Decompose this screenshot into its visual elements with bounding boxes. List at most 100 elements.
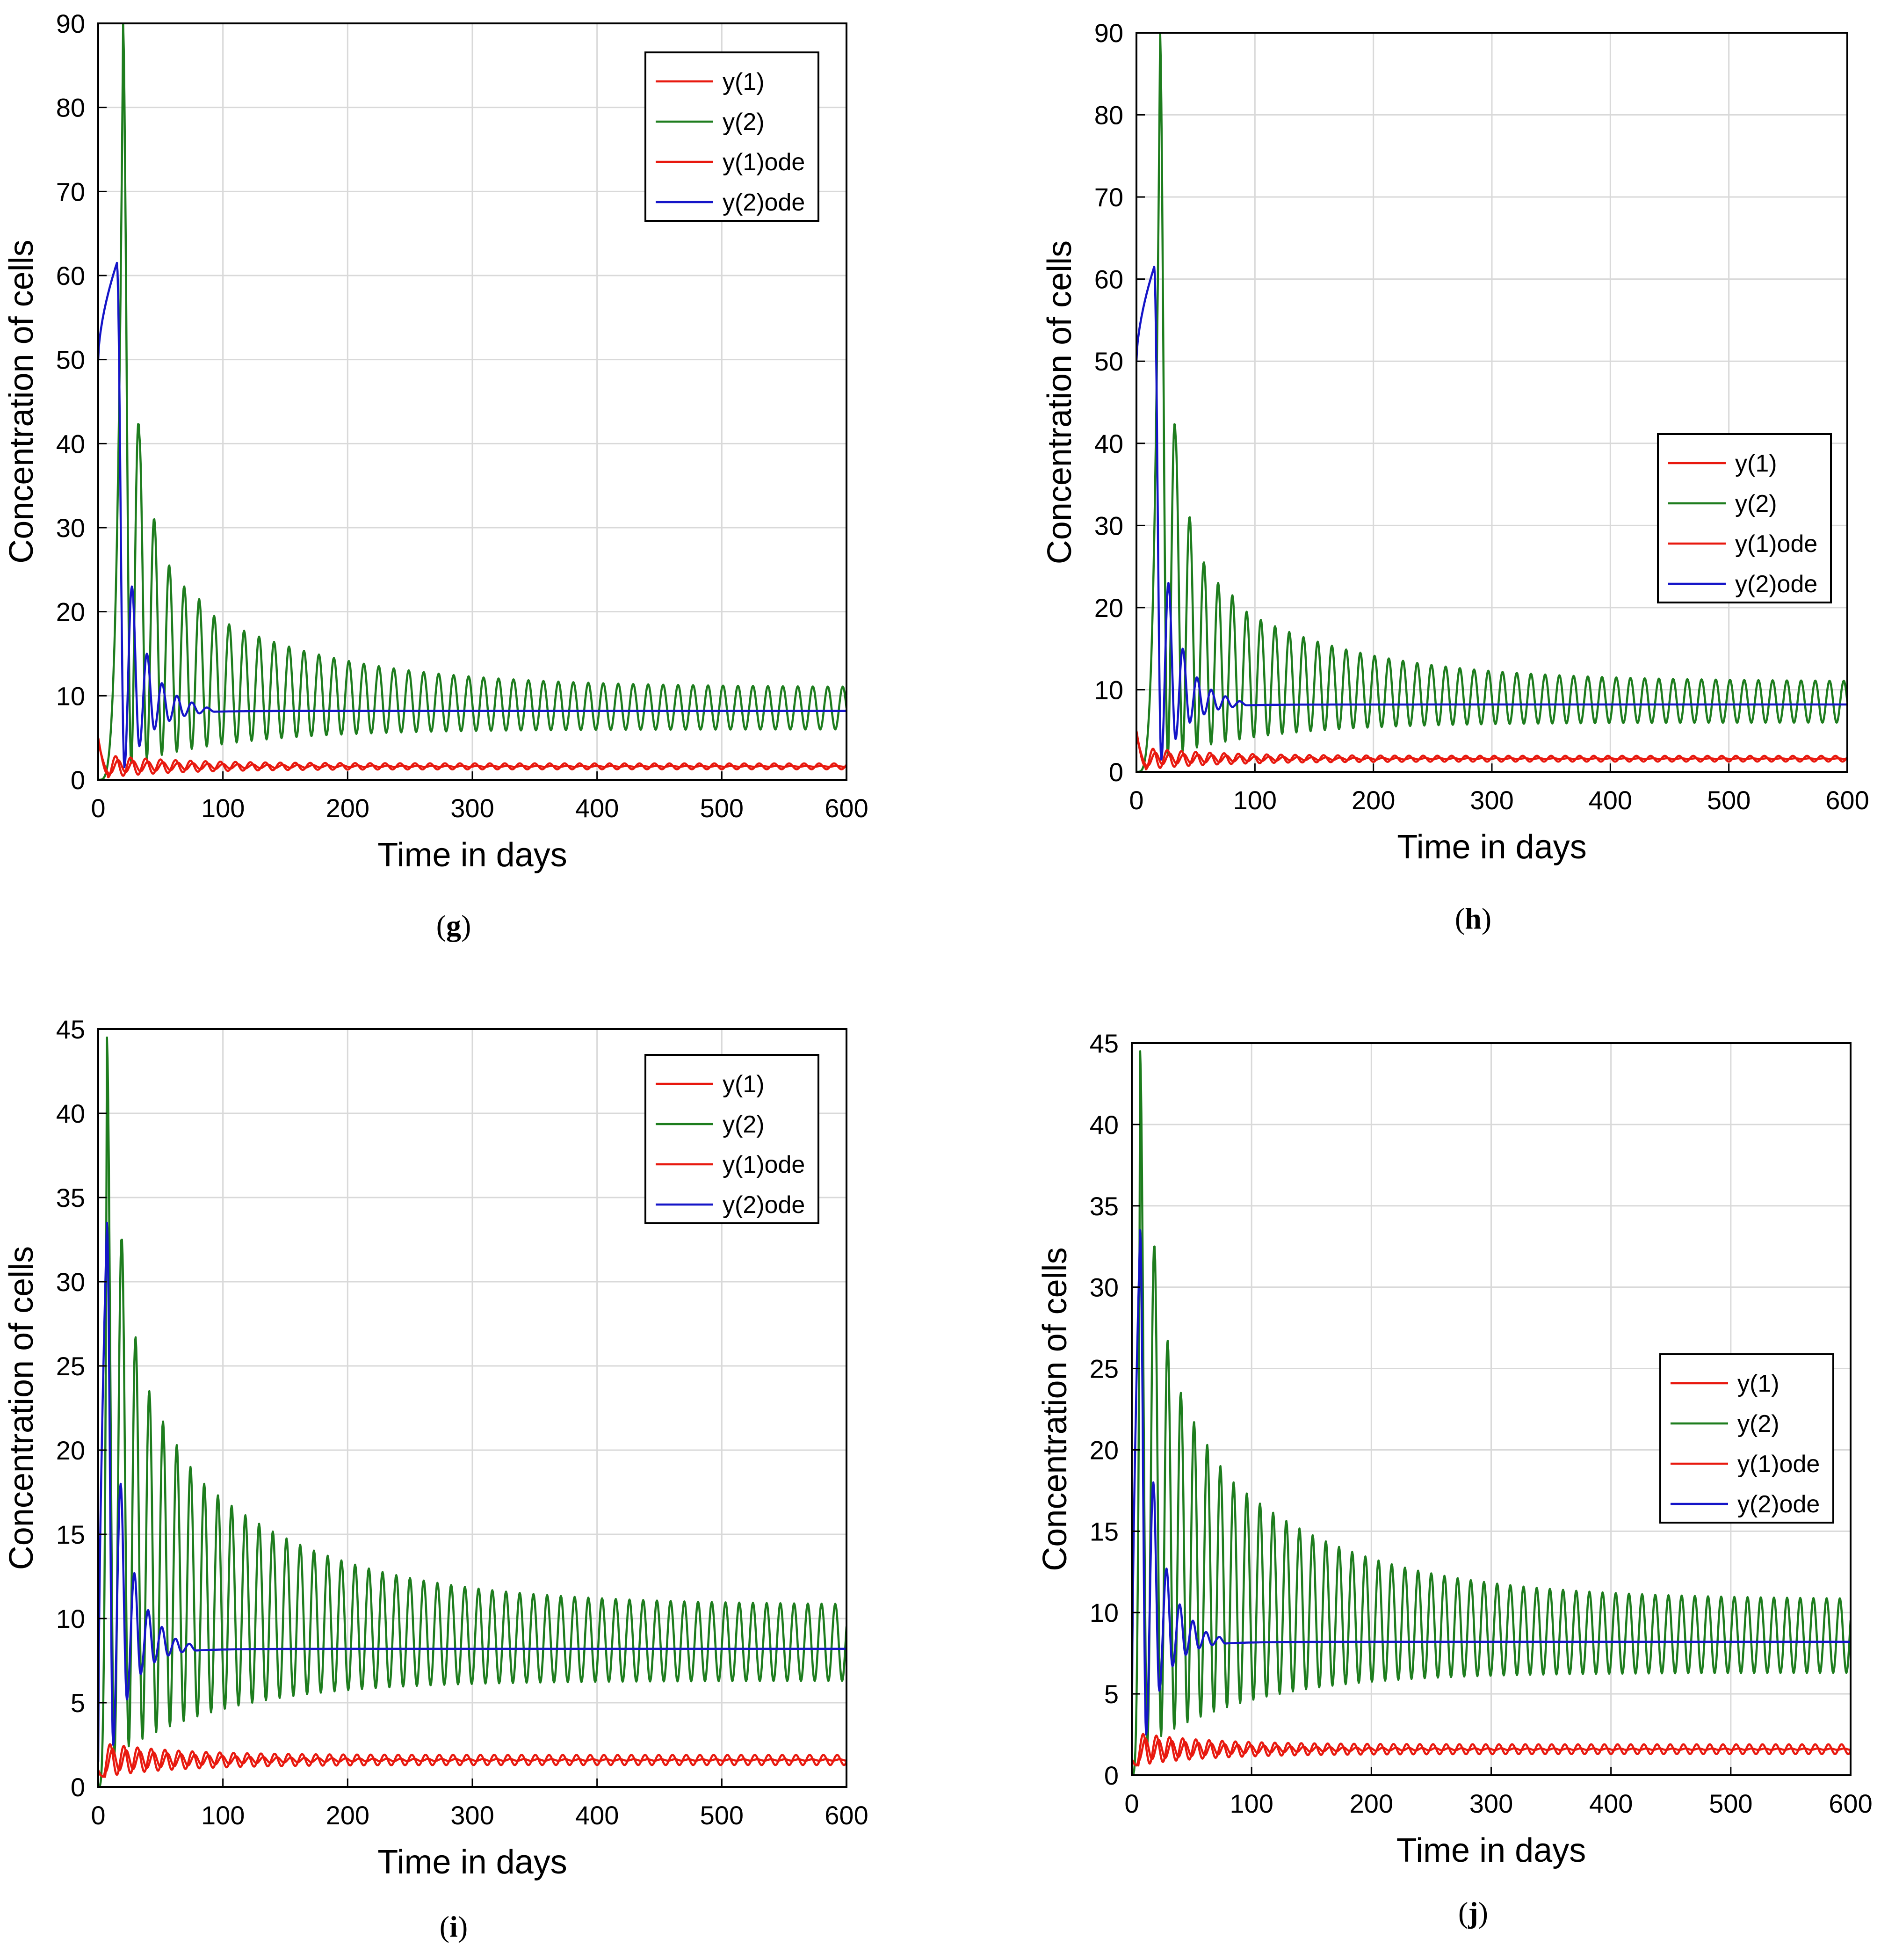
panel-caption: (j) (1458, 1896, 1488, 1929)
x-tick-label: 0 (91, 1800, 105, 1830)
series-line-y2 (98, 23, 846, 780)
y-tick-label: 45 (1090, 1029, 1119, 1058)
y-axis-label: Concentration of cells (1041, 240, 1078, 564)
y-tick-label: 5 (71, 1688, 85, 1718)
x-tick-label: 400 (1589, 785, 1632, 815)
y-tick-label: 10 (1090, 1598, 1119, 1627)
series-line-y1 (1132, 1733, 1851, 1767)
chart-panel-h: 0 100 200 300 400 500 600 0 10 20 30 40 50 60 70 80 90 Ti… (1041, 18, 1869, 935)
y-tick-label: 5 (1104, 1679, 1119, 1709)
y-tick-label: 0 (1104, 1761, 1119, 1790)
x-tick-label: 300 (1470, 785, 1513, 815)
y-tick-label: 60 (56, 261, 85, 290)
y-tick-label: 10 (56, 681, 85, 711)
y-tick-label: 0 (1109, 757, 1123, 787)
x-tick-label: 0 (1129, 785, 1143, 815)
x-tick-label: 600 (1825, 785, 1869, 815)
y-tick-label: 20 (56, 597, 85, 627)
x-tick-label: 200 (1352, 785, 1395, 815)
y-tick-label: 25 (56, 1351, 85, 1381)
x-tick-label: 100 (1230, 1789, 1273, 1818)
legend-label-y1: y(1) (1735, 450, 1777, 477)
y-tick-label: 30 (1090, 1273, 1119, 1302)
legend-label-y1ode: y(1)ode (1735, 530, 1817, 558)
y-tick-label: 80 (1094, 101, 1123, 130)
panel-caption: (g) (436, 909, 471, 942)
y-tick-label: 40 (56, 429, 85, 458)
x-tick-label: 500 (700, 793, 744, 823)
y-tick-label: 25 (1090, 1354, 1119, 1384)
chart-panel-g: 0 100 200 300 400 500 600 0 10 20 30 40 50 60 70 80 90 Ti… (3, 9, 868, 942)
y-tick-label: 10 (56, 1604, 85, 1633)
series-line-y2ode (1132, 1229, 1851, 1751)
y-tick-label: 30 (56, 513, 85, 543)
y-tick-label: 20 (56, 1436, 85, 1465)
legend-label-y2ode: y(2)ode (1737, 1491, 1820, 1518)
legend-label-y1: y(1) (1737, 1370, 1779, 1397)
x-tick-label: 400 (575, 793, 619, 823)
chart-panel-i: 0 100 200 300 400 500 600 0 5 10 15 20 25 30 35 40 45 Tim… (3, 1015, 868, 1943)
panel-caption: (i) (440, 1910, 468, 1943)
y-tick-label: 20 (1094, 593, 1123, 623)
x-tick-label: 300 (450, 1800, 494, 1830)
legend: y(1) y(2) y(1)ode y(2)ode (1657, 433, 1832, 603)
y-axis-label: Concentration of cells (3, 240, 40, 563)
legend-label-y2: y(2) (1735, 490, 1777, 517)
x-tick-label: 100 (1233, 785, 1277, 815)
y-tick-label: 70 (1094, 182, 1123, 212)
y-tick-label: 40 (56, 1099, 85, 1128)
panel-caption: (h) (1455, 902, 1491, 935)
y-tick-label: 30 (56, 1267, 85, 1297)
x-tick-label: 200 (326, 793, 369, 823)
x-tick-label: 500 (1707, 785, 1751, 815)
y-tick-label: 70 (56, 177, 85, 206)
legend-label-y1: y(1) (723, 1071, 765, 1098)
x-tick-label: 300 (1469, 1789, 1513, 1818)
y-tick-label: 90 (1094, 18, 1123, 48)
legend: y(1) y(2) y(1)ode y(2)ode (644, 51, 819, 222)
series-line-y2ode (1136, 266, 1847, 761)
y-tick-label: 90 (56, 9, 85, 38)
y-tick-label: 15 (56, 1520, 85, 1549)
legend-label-y2ode: y(2)ode (723, 1191, 805, 1219)
series-line-y1 (98, 1743, 846, 1778)
y-tick-label: 50 (1094, 347, 1123, 376)
series-line-y2 (98, 1036, 846, 1787)
legend: y(1) y(2) y(1)ode y(2)ode (1659, 1353, 1834, 1524)
x-tick-label: 200 (1350, 1789, 1393, 1818)
series-line-y1 (98, 737, 846, 778)
legend-label-y1ode: y(1)ode (723, 1151, 805, 1178)
x-tick-label: 200 (326, 1800, 369, 1830)
x-axis-label: Time in days (1397, 828, 1586, 866)
legend-label-y1ode: y(1)ode (1737, 1451, 1820, 1478)
legend-label-y2ode: y(2)ode (1735, 571, 1817, 598)
y-tick-label: 35 (1090, 1191, 1119, 1221)
y-tick-label: 50 (56, 345, 85, 375)
y-tick-label: 10 (1094, 675, 1123, 704)
y-tick-label: 0 (71, 765, 85, 795)
y-tick-label: 40 (1090, 1110, 1119, 1140)
x-tick-label: 600 (825, 1800, 868, 1830)
y-tick-label: 60 (1094, 265, 1123, 294)
chart-panel-j: 0 100 200 300 400 500 600 0 5 10 15 20 25 30 35 40 45 Tim… (1036, 1029, 1873, 1929)
x-tick-label: 100 (201, 793, 245, 823)
x-tick-label: 100 (201, 1800, 245, 1830)
legend-label-y2: y(2) (723, 109, 765, 136)
series-line-y2 (1132, 1050, 1851, 1775)
y-axis-label: Concentration of cells (1036, 1247, 1074, 1571)
y-tick-label: 45 (56, 1015, 85, 1044)
legend-label-y1ode: y(1)ode (723, 149, 805, 176)
x-tick-label: 600 (825, 793, 868, 823)
x-tick-label: 400 (575, 1800, 619, 1830)
x-tick-label: 400 (1589, 1789, 1633, 1818)
series-line-y2ode (98, 261, 846, 769)
legend: y(1) y(2) y(1)ode y(2)ode (644, 1054, 819, 1224)
x-tick-label: 500 (1709, 1789, 1752, 1818)
y-tick-label: 20 (1090, 1435, 1119, 1465)
x-tick-label: 500 (700, 1800, 744, 1830)
x-tick-label: 300 (450, 793, 494, 823)
x-axis-label: Time in days (377, 836, 567, 874)
y-tick-label: 0 (71, 1772, 85, 1802)
y-tick-label: 35 (56, 1183, 85, 1212)
